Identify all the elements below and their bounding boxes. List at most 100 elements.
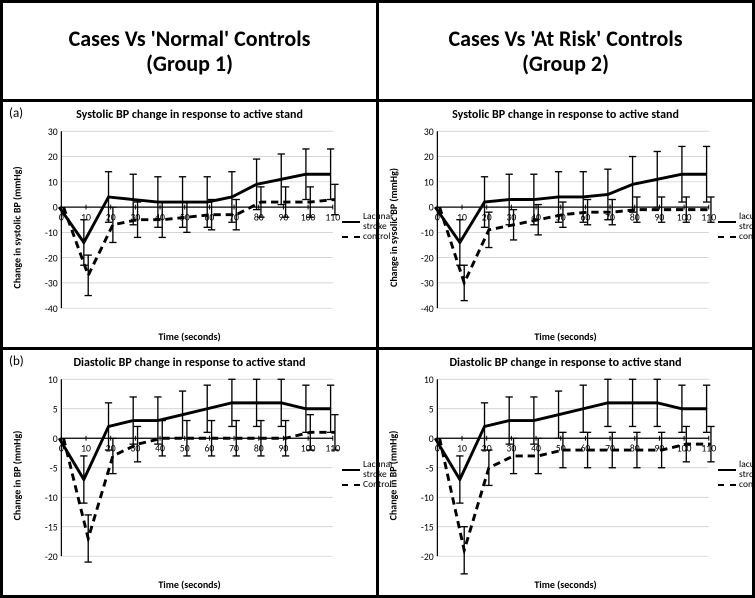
svg-text:0: 0: [53, 433, 58, 445]
svg-text:30: 30: [48, 126, 58, 138]
header-group1: Cases Vs 'Normal' Controls(Group 1): [3, 3, 376, 99]
svg-text:-10: -10: [421, 227, 434, 239]
legend-item: control: [718, 480, 755, 490]
svg-text:20: 20: [482, 211, 492, 223]
panel-a-left: (a) Systolic BP change in response to ac…: [3, 102, 376, 347]
chart-plot: -20-15-10-505100102030405060708090100110: [25, 372, 340, 578]
x-axis-label: Time (seconds): [385, 578, 746, 593]
plot-and-legend: -40-30-20-100102030010203040506070809010…: [25, 124, 402, 330]
svg-text:-5: -5: [50, 462, 58, 474]
chart-wrap: Change in systolic BP (mmHg) -40 -30 -20 -10…: [9, 124, 370, 330]
plot-and-legend: -20-15-10-505100102030405060708090100110…: [25, 372, 402, 578]
svg-text:0: 0: [429, 202, 434, 214]
svg-text:-10: -10: [421, 492, 434, 504]
x-axis-label: Time (seconds): [9, 578, 370, 593]
svg-text:-15: -15: [421, 521, 434, 533]
svg-text:20: 20: [424, 151, 434, 163]
legend-label: control: [739, 232, 755, 242]
legend-label: lacunar stroke: [739, 460, 755, 479]
legend-line-dashed-icon: [718, 236, 736, 238]
svg-text:0: 0: [53, 202, 58, 214]
panel-a-right: Systolic BP change in response to active…: [379, 102, 752, 347]
svg-text:110: 110: [325, 211, 340, 223]
svg-text:-20: -20: [421, 252, 434, 264]
svg-text:-20: -20: [421, 551, 434, 563]
svg-text:5: 5: [53, 403, 58, 415]
svg-text:110: 110: [325, 443, 340, 455]
chart-title: Diastolic BP change in response to activ…: [385, 356, 746, 370]
row-label-b: (b): [9, 354, 24, 369]
svg-text:90: 90: [279, 443, 289, 455]
svg-text:-40: -40: [45, 303, 58, 315]
legend-line-dashed-icon: [718, 484, 736, 486]
svg-text:40: 40: [155, 211, 165, 223]
chart-wrap: Change in BP (mmHg)-20-15-10-50510010203…: [9, 372, 370, 578]
svg-text:10: 10: [48, 176, 58, 188]
svg-text:5: 5: [429, 403, 434, 415]
chart-title: Systolic BP change in response to active…: [385, 108, 746, 122]
legend-item: lacunar stroke: [718, 212, 755, 231]
x-axis-label: Time (seconds): [9, 330, 370, 345]
svg-text:30: 30: [424, 126, 434, 138]
legend-label: lacunar stroke: [739, 212, 755, 231]
svg-text:60: 60: [580, 443, 590, 455]
svg-text:20: 20: [106, 443, 116, 455]
chart-wrap: Change in sysolic BP (mmHg)-40-30-20-100…: [385, 124, 746, 330]
chart-title: Systolic BP change in response to active…: [9, 108, 370, 122]
svg-text:100: 100: [301, 443, 316, 455]
y-axis-label: Change in systolic BP (mmHg): [9, 124, 25, 330]
x-axis-label: Time (seconds): [385, 330, 746, 345]
panel-b-left: (b) Diastolic BP change in response to a…: [3, 347, 376, 595]
svg-text:50: 50: [180, 443, 190, 455]
svg-text:10: 10: [457, 443, 467, 455]
chart-title: Diastolic BP change in response to activ…: [9, 356, 370, 370]
y-axis-label: Change in BP (mmHg): [385, 372, 401, 578]
legend-line-solid-icon: [718, 469, 736, 471]
legend-item: control: [718, 232, 755, 242]
legend-line-solid-icon: [342, 221, 360, 223]
legend-line-solid-icon: [718, 221, 736, 223]
row-label-a: (a): [9, 106, 23, 121]
chart-plot: -40-30-20-100102030010203040506070809010…: [401, 124, 716, 330]
svg-text:-20: -20: [45, 252, 58, 264]
header-group2: Cases Vs 'At Risk' Controls(Group 2): [376, 3, 752, 99]
svg-text:10: 10: [81, 211, 91, 223]
y-axis-label: Change in sysolic BP (mmHg): [385, 124, 401, 330]
svg-text:70: 70: [605, 443, 615, 455]
column-right: Systolic BP change in response to active…: [376, 102, 752, 595]
chart-wrap: Change in BP (mmHg)-20-15-10-50510010203…: [385, 372, 746, 578]
svg-text:-20: -20: [45, 551, 58, 563]
svg-text:60: 60: [204, 443, 214, 455]
legend-line-dashed-icon: [342, 484, 360, 486]
svg-text:-5: -5: [426, 462, 434, 474]
svg-text:10: 10: [424, 374, 434, 386]
svg-text:60: 60: [204, 211, 214, 223]
svg-text:-15: -15: [45, 521, 58, 533]
svg-text:0: 0: [429, 433, 434, 445]
chart-legend: lacunar strokecontrol: [716, 459, 755, 491]
legend-line-dashed-icon: [342, 236, 360, 238]
svg-text:10: 10: [424, 176, 434, 188]
legend-item: lacunar stroke: [718, 460, 755, 479]
chart-plot: -40-30-20-100102030010203040506070809010…: [25, 124, 340, 330]
panel-b-right: Diastolic BP change in response to activ…: [379, 347, 752, 595]
figure-grid: Cases Vs 'Normal' Controls(Group 1) Case…: [0, 0, 755, 598]
plot-and-legend: -40-30-20-100102030010203040506070809010…: [401, 124, 755, 330]
svg-text:-30: -30: [45, 278, 58, 290]
svg-text:80: 80: [630, 443, 640, 455]
chart-body: (a) Systolic BP change in response to ac…: [3, 102, 752, 595]
column-left: (a) Systolic BP change in response to ac…: [3, 102, 376, 595]
svg-text:20: 20: [482, 443, 492, 455]
svg-text:-10: -10: [45, 227, 58, 239]
svg-text:10: 10: [81, 443, 91, 455]
chart-plot: -20-15-10-505100102030405060708090100110: [401, 372, 716, 578]
svg-text:-30: -30: [421, 278, 434, 290]
chart-legend: lacunar strokecontrol: [716, 211, 755, 243]
legend-line-solid-icon: [342, 469, 360, 471]
header-row: Cases Vs 'Normal' Controls(Group 1) Case…: [3, 3, 752, 102]
svg-text:10: 10: [48, 374, 58, 386]
svg-text:20: 20: [48, 151, 58, 163]
plot-and-legend: -20-15-10-505100102030405060708090100110…: [401, 372, 755, 578]
svg-text:10: 10: [457, 211, 467, 223]
svg-text:70: 70: [229, 443, 239, 455]
